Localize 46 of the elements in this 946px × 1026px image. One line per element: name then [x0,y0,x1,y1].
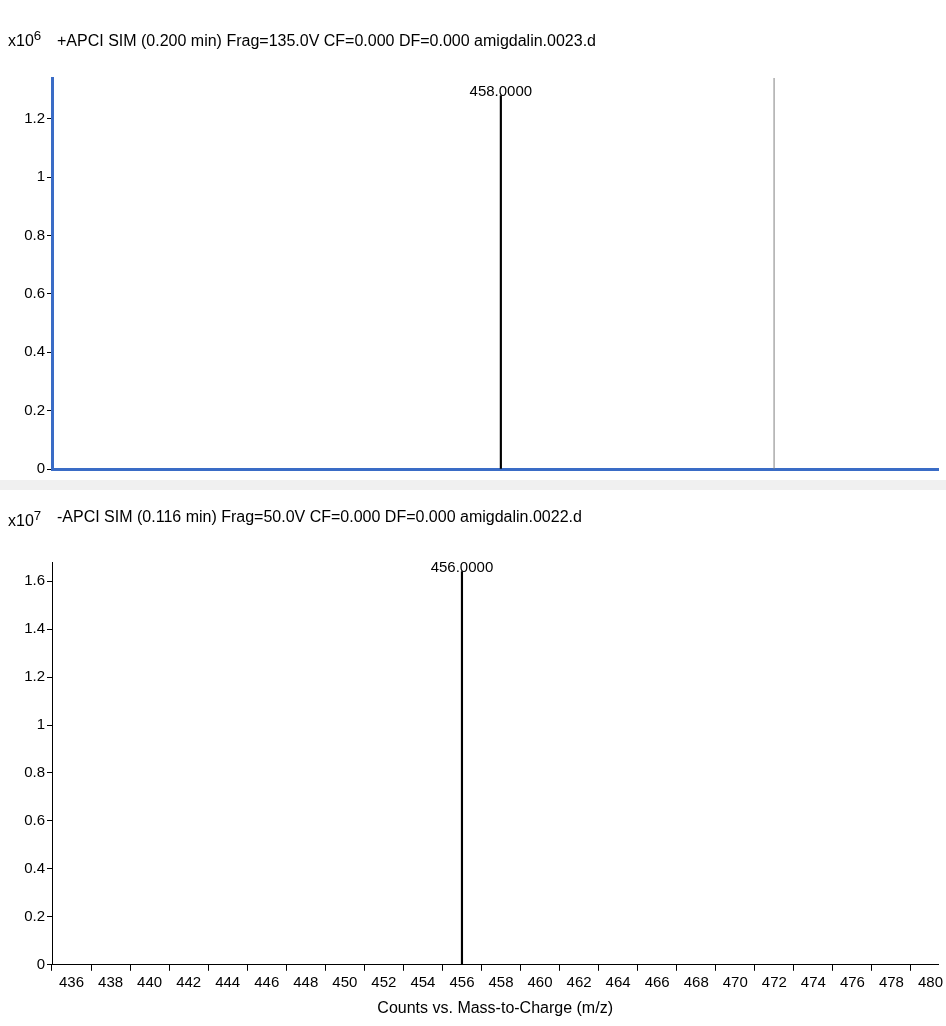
x-tick-label: 476 [839,972,865,990]
annotation: 456.0000 [430,558,494,576]
y-tick-label: 0.2 [24,400,45,418]
x-tick-label: 464 [605,972,631,990]
x-tick-label: 438 [98,972,124,990]
x-tick-label: 440 [137,972,163,990]
y-tick-label: 1 [36,167,45,185]
x-tick-label: 436 [59,972,85,990]
x-tick-label: 446 [254,972,280,990]
y-tick-label: 0.6 [24,284,45,302]
x-tick-label: 458 [488,972,514,990]
y-axis-title: x10$^{7}$ [8,508,42,531]
y-tick-label: 0.4 [24,859,45,877]
x-tick-label: 460 [527,972,553,990]
x-tick-label: 442 [176,972,202,990]
y-tick-label: 1.6 [24,571,45,589]
annotation: 458.0000 [469,82,533,100]
y-tick-label: 0 [36,459,45,477]
y-tick-label: 1.2 [24,667,45,685]
x-tick-label: 468 [683,972,709,990]
y-tick-label: 0.4 [24,342,45,360]
x-tick-label: 462 [566,972,592,990]
y-tick-label: 1.2 [24,108,45,126]
x-tick-label: 470 [722,972,748,990]
y-tick-label: 1 [36,715,45,733]
y-tick-label: 0.8 [24,763,45,781]
x-tick-label: 478 [878,972,904,990]
x-tick-label: 450 [332,972,358,990]
y-tick-label: 0.2 [24,906,45,924]
x-tick-label: 472 [761,972,787,990]
y-tick-label: 0.6 [24,811,45,829]
x-axis-title: Counts vs. Mass-to-Charge (m/z) [377,998,613,1016]
x-tick-label: 448 [293,972,319,990]
x-tick-label: 456 [449,972,475,990]
y-tick-label: 0.8 [24,225,45,243]
y-tick-label: 0 [36,954,45,972]
x-tick-label: 452 [371,972,397,990]
x-tick-label: 466 [644,972,670,990]
x-tick-label: 480 [917,972,943,990]
y-axis-title: x10$^{6}$ [8,28,42,51]
x-tick-label: 474 [800,972,826,990]
chart-title: -APCI SIM (0.116 min) Frag=50.0V CF=0.000 DF=0.000 amigdalin.0022.d [57,508,582,526]
y-tick-label: 1.4 [24,619,45,637]
x-tick-label: 444 [215,972,241,990]
chart-title: +APCI SIM (0.200 min) Frag=135.0V CF=0.000 DF=0.000 amigdalin.0023.d [57,32,596,50]
x-tick-label: 454 [410,972,436,990]
